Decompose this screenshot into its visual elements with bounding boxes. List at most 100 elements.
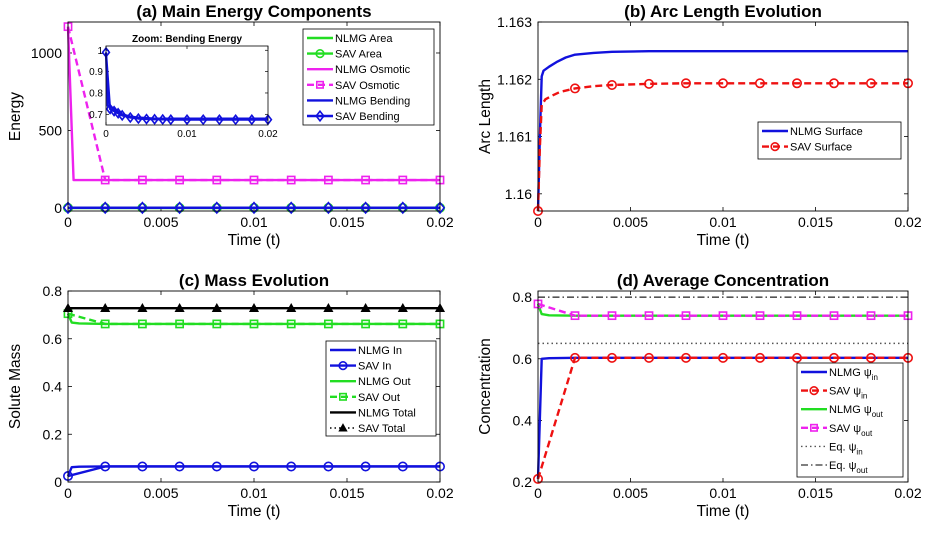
x-axis-label: Time (t): [697, 232, 750, 249]
series-line: [66, 26, 440, 182]
legend-label: NLMG Area: [335, 33, 393, 45]
x-tick-label: 0.005: [143, 214, 178, 230]
y-tick-label: 1.162: [497, 71, 532, 87]
series-marker: [755, 311, 765, 321]
legend-label: SAV Total: [358, 423, 405, 435]
legend-label-sub: in: [856, 447, 862, 456]
axes-frame: [537, 21, 909, 212]
series-marker: [606, 352, 617, 363]
legend-label: Eq. ψin: [829, 441, 863, 456]
series-marker: [211, 201, 223, 215]
x-tick-label: 0: [534, 214, 542, 230]
y-tick-label: 0.8: [43, 283, 63, 299]
legend-marker: [809, 386, 819, 396]
inset-y-tick-label: 0.7: [89, 110, 103, 121]
y-axis-label: Arc Length: [477, 79, 494, 154]
axes-frame: [67, 21, 441, 212]
series-marker: [175, 175, 184, 185]
series-marker: [248, 302, 260, 313]
legend-a: NLMG Area SAV Area NLMG Osmotic SAV Osmotic…: [302, 28, 435, 126]
inset-a: 0 0.01 0.02 0.7 0.8 0.9 1 Zoom: Bending Energy: [89, 34, 278, 140]
inset-series-marker: [214, 113, 224, 126]
series-line: [536, 356, 908, 480]
legend-label: SAV Bending: [335, 111, 400, 123]
inset-series-marker: [105, 103, 115, 115]
legend-label: NLMG Surface: [790, 126, 863, 138]
series-marker: [681, 311, 691, 321]
series-line: [536, 82, 908, 212]
legend-label: SAV ψin: [829, 386, 867, 401]
legend-label-sub: in: [872, 373, 878, 382]
inset-x-tick-label: 0.02: [258, 129, 278, 140]
series-marker: [680, 78, 691, 89]
legend-c: NLMG In SAV In NLMG Out SAV Out NLMG Total SA…: [325, 340, 437, 437]
inset-series-marker: [125, 111, 135, 124]
series-marker: [249, 175, 259, 185]
series-marker: [286, 175, 296, 185]
legend-marker: [338, 392, 347, 401]
series-marker: [137, 201, 148, 215]
series-marker: [360, 461, 371, 472]
inset-title: Zoom: Bending Energy: [132, 34, 242, 45]
legend-marker: [315, 48, 325, 59]
legend-label-base: SAV ψ: [829, 423, 861, 435]
legend-label: NLMG Bending: [335, 95, 410, 107]
series-marker: [718, 311, 728, 321]
series-marker: [397, 302, 408, 313]
legend-marker: [338, 361, 348, 371]
series-marker: [397, 461, 408, 472]
y-tick-label: 1.16: [505, 186, 532, 202]
y-axis-label: Concentration: [477, 338, 494, 435]
series-marker: [643, 78, 654, 89]
series-marker: [643, 352, 654, 363]
series-marker: [791, 352, 802, 363]
legend-label-sub: in: [861, 392, 867, 401]
series-marker: [100, 302, 111, 313]
legend-box: [757, 121, 902, 160]
legend-label: SAV In: [358, 361, 391, 373]
series-marker: [212, 175, 222, 185]
series-marker: [138, 319, 147, 329]
x-tick-label: 0: [64, 485, 72, 501]
legend-box: [796, 362, 904, 478]
x-tick-label: 0.005: [143, 485, 178, 501]
series-marker: [100, 175, 110, 185]
legend-label: NLMG Osmotic: [335, 64, 411, 76]
inset-series-marker: [117, 109, 127, 122]
series-marker: [286, 461, 297, 472]
legend-label: SAV Surface: [790, 142, 852, 154]
series-group: [62, 22, 446, 215]
legend-label-sub: out: [872, 410, 884, 419]
series-marker: [717, 78, 728, 89]
x-axis-label: Time (t): [228, 232, 281, 249]
series-marker: [680, 352, 691, 363]
axes-frame: [537, 290, 909, 483]
legend-marker: [338, 423, 348, 432]
y-tick-label: 0.4: [43, 379, 63, 395]
series-marker: [248, 201, 260, 215]
series-marker: [644, 311, 654, 321]
series-marker: [286, 319, 296, 329]
series-marker: [360, 201, 371, 215]
series-marker: [866, 311, 876, 321]
series-marker: [829, 311, 839, 321]
series-line: [66, 26, 440, 182]
y-tick-label: 0: [54, 474, 62, 490]
series-group: [62, 302, 446, 482]
x-tick-label: 0.01: [240, 214, 267, 230]
legend-label: SAV ψout: [829, 423, 873, 438]
series-marker: [174, 461, 185, 472]
series-marker: [398, 175, 408, 185]
chart-title: (a) Main Energy Components: [136, 2, 371, 21]
inset-series-marker: [109, 105, 119, 117]
series-line: [66, 313, 440, 326]
legend-label: NLMG ψout: [829, 404, 884, 419]
series-line: [536, 50, 908, 212]
y-tick-label: 0.2: [513, 474, 533, 490]
inset-series-marker: [231, 113, 241, 126]
legend-marker: [809, 423, 818, 432]
y-tick-label: 0.4: [513, 412, 533, 428]
inset-series-marker: [113, 107, 123, 119]
series-marker: [249, 319, 259, 329]
inset-series-marker: [150, 113, 160, 125]
